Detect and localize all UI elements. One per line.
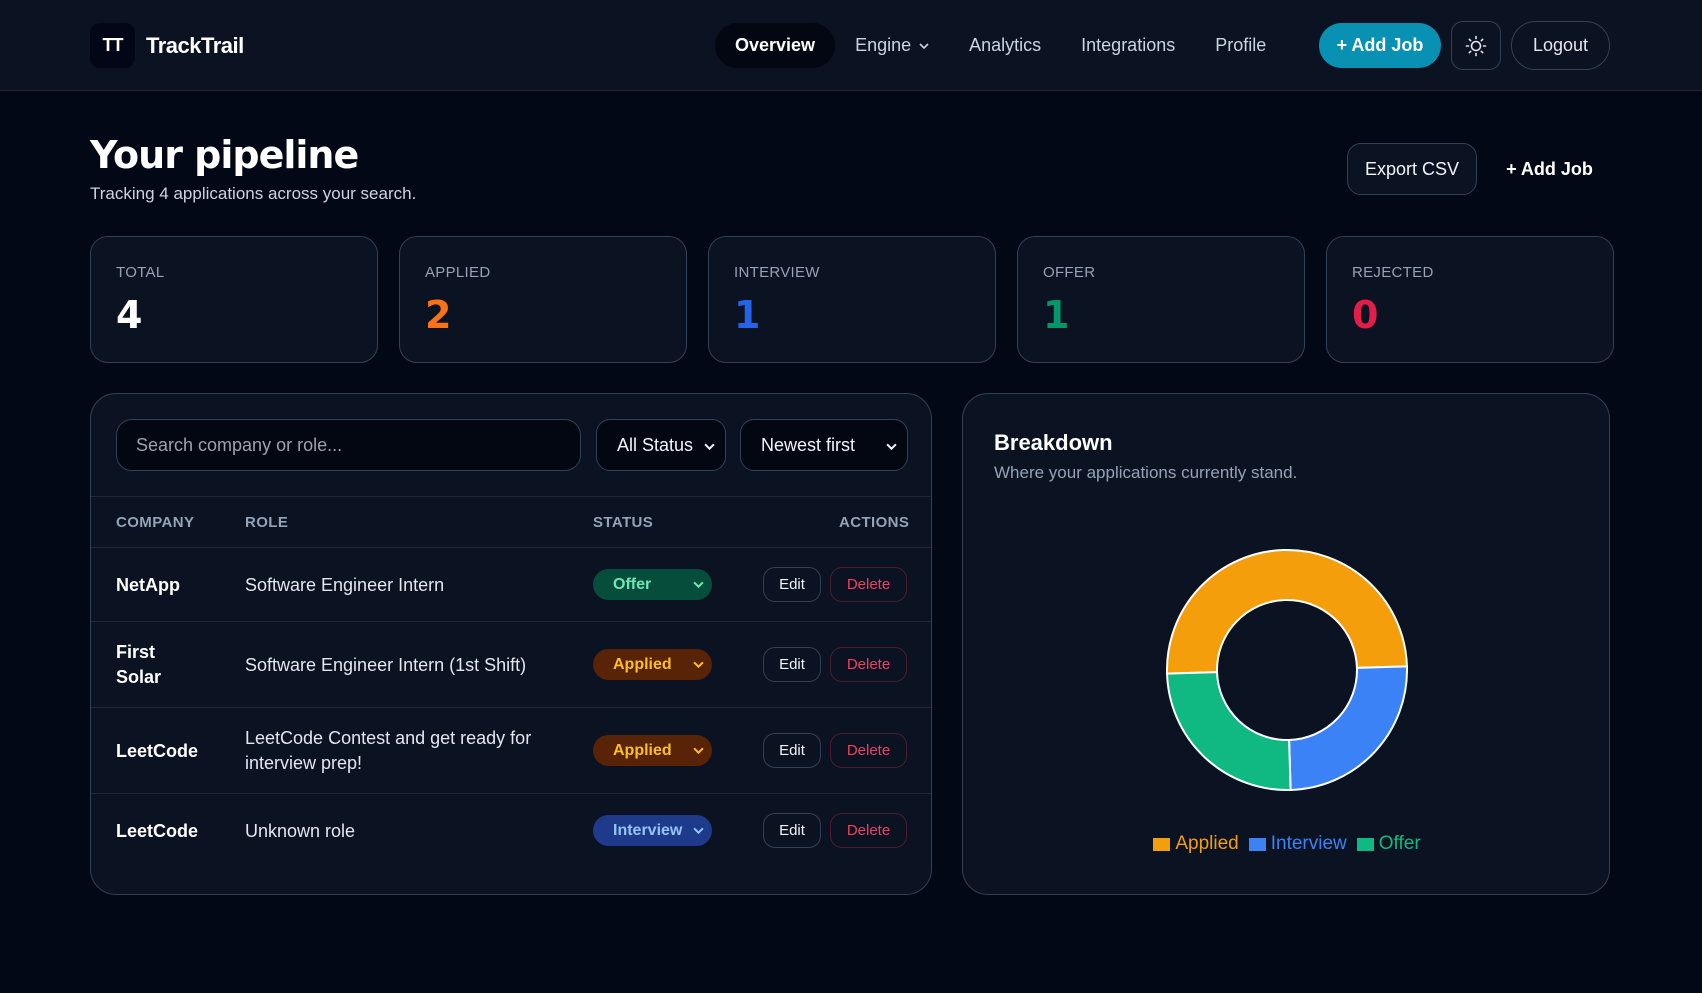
stat-value: 4 <box>116 293 143 337</box>
column-header-status: STATUS <box>593 514 654 531</box>
stat-card-offer: OFFER 1 <box>1017 236 1305 363</box>
company-name: NetApp <box>116 575 180 595</box>
sun-icon <box>1465 35 1487 56</box>
breakdown-subtitle: Where your applications currently stand. <box>994 463 1298 482</box>
table-row: NetApp Software Engineer Intern Offer Ed… <box>91 548 931 622</box>
stat-label: INTERVIEW <box>734 264 820 281</box>
logout-button[interactable]: Logout <box>1511 21 1610 70</box>
brand-name: TrackTrail <box>146 32 244 58</box>
breakdown-panel: Breakdown Where your applications curren… <box>962 393 1610 895</box>
status-filter-value: All Status <box>617 434 694 455</box>
breakdown-title: Breakdown <box>994 430 1113 455</box>
brand-logo: TT <box>90 23 135 68</box>
stat-card-interview: INTERVIEW 1 <box>708 236 996 363</box>
role-name: Software Engineer Intern (1st Shift) <box>245 655 527 675</box>
jobs-panel: Search company or role... All Status New… <box>90 393 932 895</box>
delete-button[interactable]: Delete <box>830 733 907 768</box>
main-nav: Overview Engine Analytics Integrations P… <box>715 23 1286 68</box>
legend-swatch <box>1356 837 1374 851</box>
nav-item-integrations[interactable]: Integrations <box>1081 35 1176 55</box>
table-header: COMPANY ROLE STATUS ACTIONS <box>91 496 931 548</box>
legend-label: Applied <box>1175 833 1239 854</box>
chevron-down-icon <box>693 661 704 669</box>
stat-card-applied: APPLIED 2 <box>399 236 687 363</box>
status-select[interactable]: Applied <box>593 649 712 680</box>
donut-slice-offer[interactable] <box>1166 671 1292 791</box>
stat-label: OFFER <box>1043 264 1096 281</box>
edit-button[interactable]: Edit <box>763 567 821 602</box>
legend-item-interview[interactable]: Interview <box>1248 833 1347 855</box>
chevron-down-icon <box>693 581 704 589</box>
stat-value: 1 <box>734 293 761 337</box>
add-job-button[interactable]: + Add Job <box>1506 158 1593 179</box>
nav-item-engine[interactable]: Engine <box>835 23 949 68</box>
top-navigation-bar: TT TrackTrail Overview Engine Analytics … <box>0 0 1702 91</box>
stat-value: 2 <box>425 293 452 337</box>
nav-item-overview[interactable]: Overview <box>715 23 836 68</box>
role-name: Unknown role <box>245 821 356 841</box>
nav-item-analytics[interactable]: Analytics <box>969 35 1042 55</box>
stat-label: REJECTED <box>1352 264 1434 281</box>
column-header-role: ROLE <box>245 514 289 531</box>
role-name: LeetCode Contest and get ready for inter… <box>245 728 532 773</box>
sort-select[interactable]: Newest first <box>740 419 908 471</box>
donut-slice-interview[interactable] <box>1288 665 1408 791</box>
stats-row: TOTAL 4 APPLIED 2 INTERVIEW 1 OFFER 1 RE… <box>90 236 1614 363</box>
legend-item-offer[interactable]: Offer <box>1356 833 1421 855</box>
chevron-down-icon <box>704 443 715 451</box>
edit-button[interactable]: Edit <box>763 647 821 682</box>
status-select[interactable]: Offer <box>593 569 712 600</box>
status-value: Applied <box>613 655 672 673</box>
delete-button[interactable]: Delete <box>830 813 907 848</box>
column-header-actions: ACTIONS <box>839 514 910 531</box>
company-name: LeetCode <box>116 821 199 841</box>
chevron-down-icon <box>693 747 704 755</box>
legend-item-applied[interactable]: Applied <box>1153 833 1239 855</box>
page-title: Your pipeline <box>90 133 359 177</box>
header-add-job-button[interactable]: + Add Job <box>1319 23 1441 68</box>
brand[interactable]: TT TrackTrail <box>90 23 244 68</box>
chart-legend: Applied Interview Offer <box>963 833 1611 855</box>
page-subtitle: Tracking 4 applications across your sear… <box>90 184 417 203</box>
donut-chart <box>1166 549 1408 791</box>
legend-label: Interview <box>1270 833 1347 854</box>
company-name: First Solar <box>116 642 162 687</box>
search-input[interactable]: Search company or role... <box>116 419 581 471</box>
stat-card-rejected: REJECTED 0 <box>1326 236 1614 363</box>
chevron-down-icon <box>919 42 929 49</box>
status-select[interactable]: Interview <box>593 815 712 846</box>
edit-button[interactable]: Edit <box>763 813 821 848</box>
chevron-down-icon <box>693 827 704 835</box>
theme-toggle-button[interactable] <box>1451 21 1501 70</box>
status-value: Offer <box>613 575 652 593</box>
company-name: LeetCode <box>116 741 199 761</box>
legend-swatch <box>1153 837 1171 851</box>
legend-label: Offer <box>1378 833 1421 854</box>
sort-value: Newest first <box>761 434 856 455</box>
export-csv-button[interactable]: Export CSV <box>1347 143 1477 195</box>
status-filter-select[interactable]: All Status <box>596 419 726 471</box>
stat-label: TOTAL <box>116 264 165 281</box>
nav-item-profile[interactable]: Profile <box>1215 35 1267 55</box>
status-value: Applied <box>613 741 672 759</box>
status-value: Interview <box>613 821 683 839</box>
delete-button[interactable]: Delete <box>830 567 907 602</box>
chevron-down-icon <box>886 443 897 451</box>
stat-card-total: TOTAL 4 <box>90 236 378 363</box>
stat-label: APPLIED <box>425 264 491 281</box>
role-name: Software Engineer Intern <box>245 575 445 595</box>
table-row: LeetCode LeetCode Contest and get ready … <box>91 708 931 794</box>
edit-button[interactable]: Edit <box>763 733 821 768</box>
donut-slice-applied[interactable] <box>1166 549 1408 675</box>
stat-value: 0 <box>1352 293 1379 337</box>
stat-value: 1 <box>1043 293 1070 337</box>
status-select[interactable]: Applied <box>593 735 712 766</box>
table-row: First Solar Software Engineer Intern (1s… <box>91 622 931 708</box>
column-header-company: COMPANY <box>116 514 195 531</box>
legend-swatch <box>1248 837 1266 851</box>
table-row: LeetCode Unknown role Interview Edit Del… <box>91 794 931 868</box>
delete-button[interactable]: Delete <box>830 647 907 682</box>
nav-item-engine-label: Engine <box>855 35 912 55</box>
